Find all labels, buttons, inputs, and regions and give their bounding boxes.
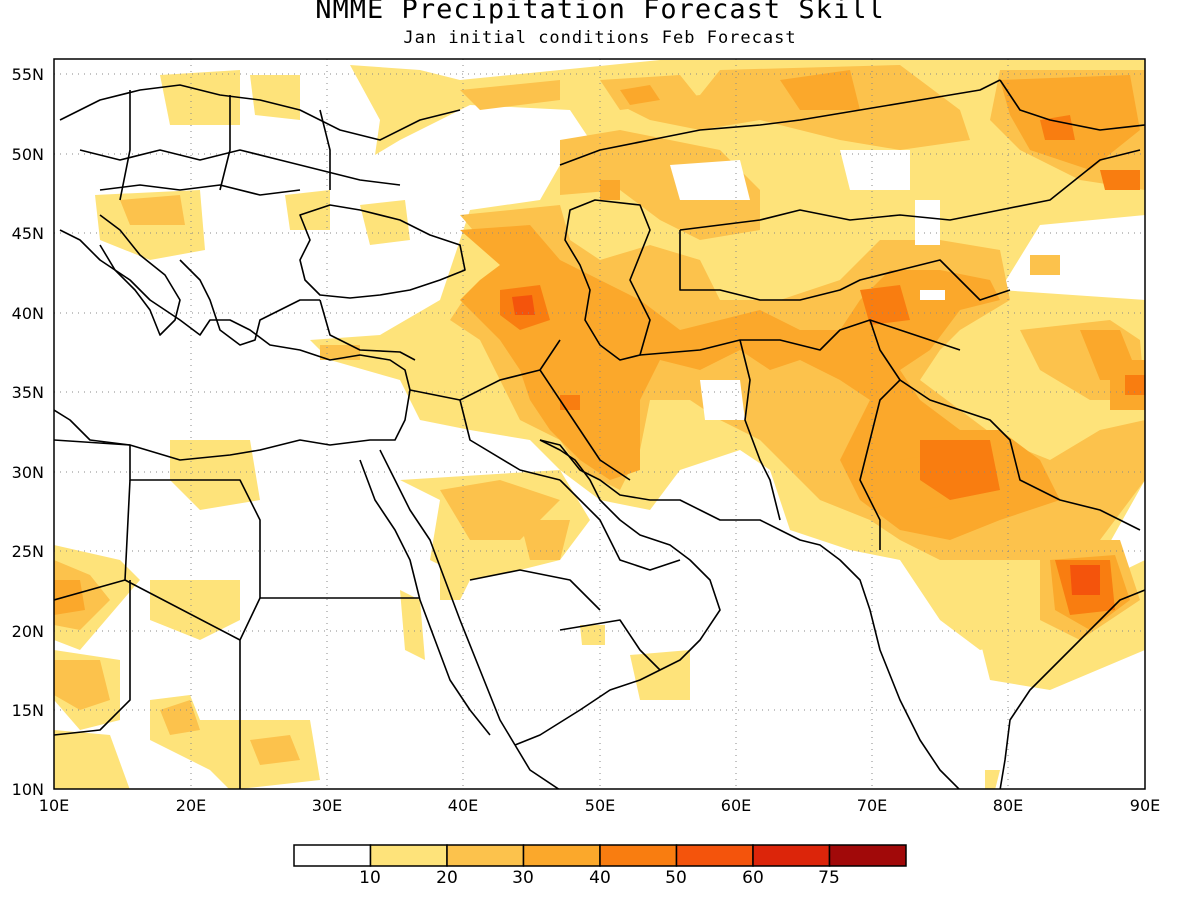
colorbar-label: 20	[436, 868, 458, 888]
lat-label: 45N	[11, 224, 44, 243]
lon-label: 30E	[311, 796, 343, 815]
skill-shading	[54, 60, 1145, 789]
colorbar-bin-2	[369, 844, 448, 867]
lon-label: 70E	[856, 796, 888, 815]
lat-label: 20N	[11, 622, 44, 641]
colorbar-bin-5	[599, 844, 678, 867]
colorbar-label: 60	[742, 868, 764, 888]
lon-label: 80E	[992, 796, 1024, 815]
map-frame	[53, 58, 1146, 790]
colorbar-bin-1	[293, 844, 372, 867]
colorbar-label: 10	[359, 868, 381, 888]
lat-label: 15N	[11, 701, 44, 720]
lon-label: 50E	[584, 796, 616, 815]
lat-label: 40N	[11, 304, 44, 323]
lat-label: 30N	[11, 463, 44, 482]
colorbar-label: 75	[818, 868, 840, 888]
lon-label: 10E	[38, 796, 70, 815]
lat-label: 55N	[11, 65, 44, 84]
lat-label: 50N	[11, 145, 44, 164]
lat-label: 10N	[11, 780, 44, 799]
colorbar-bin-3	[446, 844, 525, 867]
map-subtitle: Jan initial conditions Feb Forecast	[403, 28, 797, 48]
colorbar-bin-6	[675, 844, 754, 867]
lon-label: 60E	[720, 796, 752, 815]
colorbar-bin-7	[752, 844, 831, 867]
colorbar-label: 40	[589, 868, 611, 888]
colorbar-bin-4	[522, 844, 601, 867]
lon-label: 40E	[447, 796, 479, 815]
colorbar-label: 30	[512, 868, 534, 888]
lat-label: 35N	[11, 383, 44, 402]
lat-label: 25N	[11, 542, 44, 561]
lon-label: 20E	[175, 796, 207, 815]
colorbar	[293, 844, 907, 867]
colorbar-label: 50	[665, 868, 687, 888]
colorbar-bin-8	[828, 844, 907, 867]
lon-label: 90E	[1129, 796, 1161, 815]
map-title: NMME Precipitation Forecast Skill	[315, 0, 885, 25]
coastlines-borders	[54, 79, 1145, 789]
